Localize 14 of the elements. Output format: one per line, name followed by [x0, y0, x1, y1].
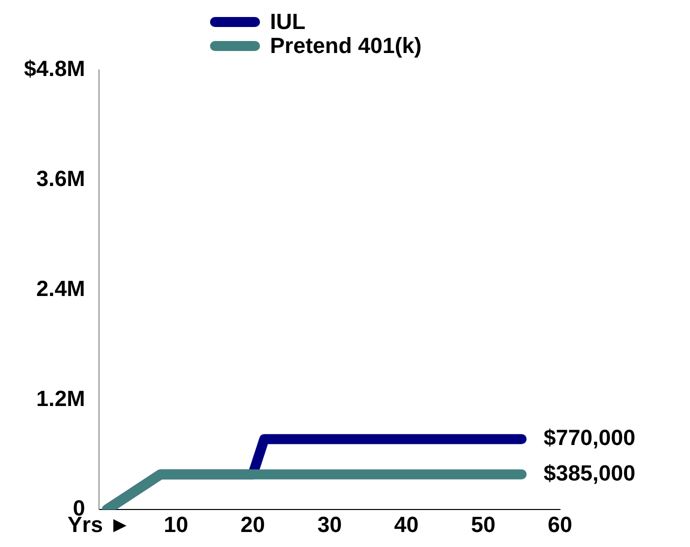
- legend-label: Pretend 401(k): [270, 33, 422, 58]
- y-tick-label: 2.4M: [36, 276, 86, 301]
- x-tick-label: 50: [470, 512, 496, 537]
- x-tick-label: 10: [164, 512, 188, 537]
- y-tick-label: 1.2M: [36, 386, 86, 411]
- legend-label: IUL: [270, 9, 306, 34]
- y-tick-label: 3.6M: [36, 166, 86, 191]
- data-label: $385,000: [544, 460, 636, 486]
- data-label: $770,000: [544, 425, 636, 450]
- x-tick-label: 60: [548, 512, 572, 537]
- x-tick-label: 30: [317, 512, 342, 537]
- x-tick-label: 40: [394, 512, 419, 537]
- x-tick-label: 20: [240, 512, 266, 537]
- y-tick-label: $4.8M: [24, 56, 86, 82]
